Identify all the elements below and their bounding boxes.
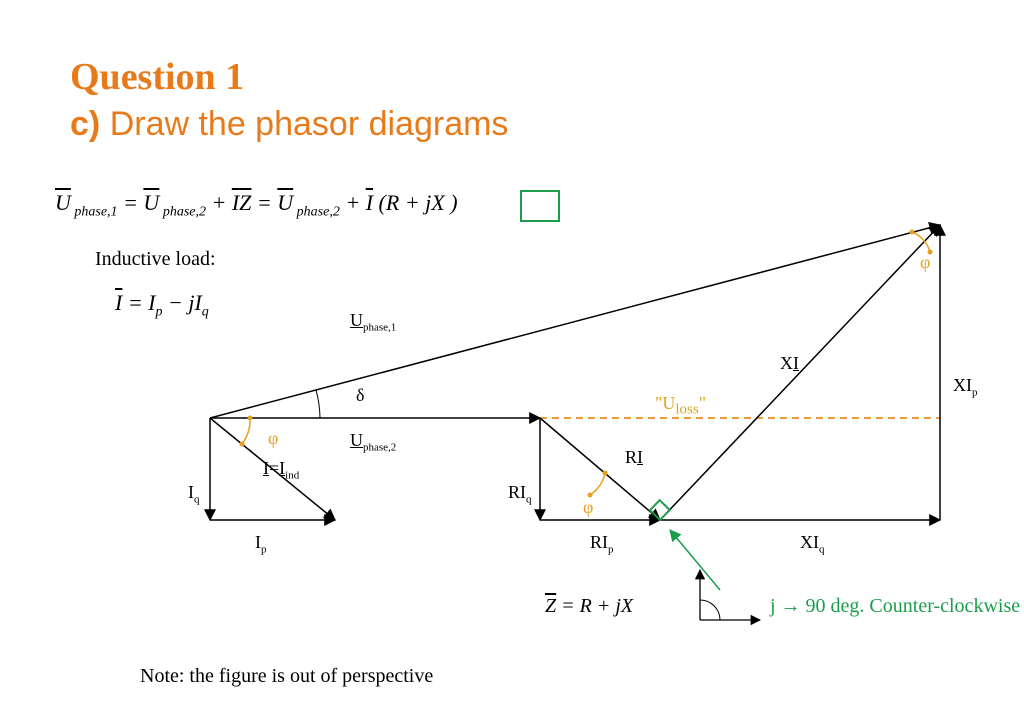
ri-label: RI bbox=[625, 447, 643, 468]
j-note: j → 90 deg. Counter-clockwise bbox=[770, 595, 1020, 618]
i-iind-label: I=Iind bbox=[263, 458, 299, 482]
riq-label: RIq bbox=[508, 482, 532, 506]
ip-label: Ip bbox=[255, 532, 267, 556]
iq-label: Iq bbox=[188, 482, 200, 506]
delta-label: δ bbox=[356, 385, 364, 406]
xip-label: XIp bbox=[953, 375, 978, 399]
phi-ri-label: φ bbox=[583, 497, 593, 518]
uloss-label: "Uloss" bbox=[655, 393, 706, 419]
perspective-note: Note: the figure is out of perspective bbox=[140, 665, 433, 688]
xi-label: XI bbox=[780, 353, 799, 374]
uphase1-label: Uphase,1 bbox=[350, 310, 396, 334]
phi-origin-label: φ bbox=[268, 428, 278, 449]
phi-tip-label: φ bbox=[920, 252, 930, 273]
xiq-label: XIq bbox=[800, 532, 825, 556]
impedance-equation: Z = R + jX bbox=[545, 595, 633, 618]
rip-label: RIp bbox=[590, 532, 614, 556]
uphase2-label: Uphase,2 bbox=[350, 430, 396, 454]
